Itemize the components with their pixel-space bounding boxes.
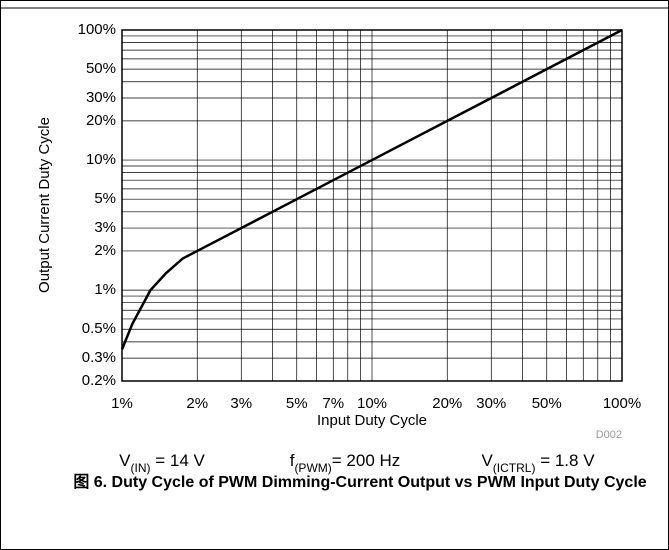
annotation: f(PWM)= 200 Hz bbox=[290, 451, 401, 475]
annotation-rest: = 200 Hz bbox=[332, 451, 401, 470]
y-tick-label: 0.2% bbox=[82, 372, 116, 389]
x-tick-label: 5% bbox=[286, 395, 308, 412]
x-tick-label: 100% bbox=[603, 395, 641, 412]
y-tick-label: 100% bbox=[78, 21, 116, 38]
x-tick-label: 50% bbox=[532, 395, 562, 412]
y-tick-label: 5% bbox=[94, 190, 116, 207]
annotation-sub: (ICTRL) bbox=[493, 461, 536, 475]
annotation: V(IN) = 14 V bbox=[119, 451, 205, 475]
x-tick-label: 1% bbox=[111, 395, 133, 412]
y-tick-label: 0.5% bbox=[82, 320, 116, 337]
y-axis-label: Output Current Duty Cycle bbox=[36, 117, 53, 293]
y-tick-label: 20% bbox=[86, 112, 116, 129]
x-tick-label: 7% bbox=[322, 395, 344, 412]
x-tick-label: 3% bbox=[230, 395, 252, 412]
x-axis-label: Input Duty Cycle bbox=[317, 412, 427, 429]
x-tick-label: 10% bbox=[357, 395, 387, 412]
x-tick-label: 2% bbox=[186, 395, 208, 412]
annotation-base: V bbox=[481, 451, 493, 470]
y-tick-label: 50% bbox=[86, 60, 116, 77]
y-tick-label: 30% bbox=[86, 89, 116, 106]
annotation: V(ICTRL) = 1.8 V bbox=[481, 451, 595, 475]
plot-area bbox=[121, 29, 623, 382]
annotation-rest: = 1.8 V bbox=[535, 451, 595, 470]
annotation-sub: (PWM) bbox=[294, 461, 331, 475]
y-tick-label: 2% bbox=[94, 242, 116, 259]
note: D002 bbox=[596, 429, 622, 441]
annotation-rest: = 14 V bbox=[150, 451, 205, 470]
y-tick-label: 0.3% bbox=[82, 349, 116, 366]
x-tick-label: 20% bbox=[432, 395, 462, 412]
annotation-base: f bbox=[290, 451, 295, 470]
y-tick-label: 10% bbox=[86, 151, 116, 168]
annotation-base: V bbox=[119, 451, 131, 470]
data-line bbox=[120, 28, 623, 350]
caption: 图 6. Duty Cycle of PWM Dimming-Current O… bbox=[73, 474, 647, 491]
y-tick-label: 1% bbox=[94, 281, 116, 298]
x-tick-label: 30% bbox=[476, 395, 506, 412]
y-tick-label: 3% bbox=[94, 219, 116, 236]
annotation-sub: (IN) bbox=[130, 461, 150, 475]
